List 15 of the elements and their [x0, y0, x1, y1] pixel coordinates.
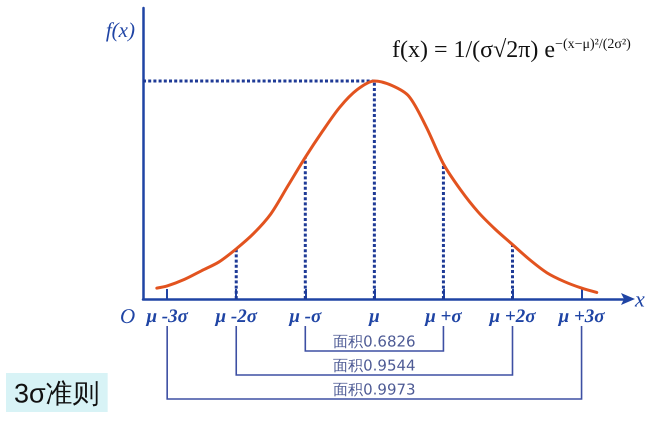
text: 面积0.9973: [333, 380, 416, 398]
text: 面积0.9544: [333, 356, 416, 374]
x-tick-label: μ +3σ: [558, 306, 606, 327]
x-tick-label: μ +2σ: [488, 306, 536, 327]
x-tick-label: μ -σ: [288, 306, 322, 327]
text: O: [120, 304, 136, 328]
x-tick-label: μ -2σ: [214, 306, 258, 327]
x-tick-label: μ: [368, 306, 380, 327]
x-axis-title: x: [634, 286, 645, 312]
y-axis-title: f(x): [106, 18, 135, 42]
x-tick-label: μ +σ: [424, 306, 462, 327]
text: 3σ准则: [14, 378, 100, 408]
x-tick-label: μ -3σ: [145, 306, 189, 327]
text: 面积0.6826: [333, 332, 416, 350]
text: f(x) = 1/(σ√2π) e$^{−(x−μ)²/(2σ²)}$: [392, 36, 631, 65]
